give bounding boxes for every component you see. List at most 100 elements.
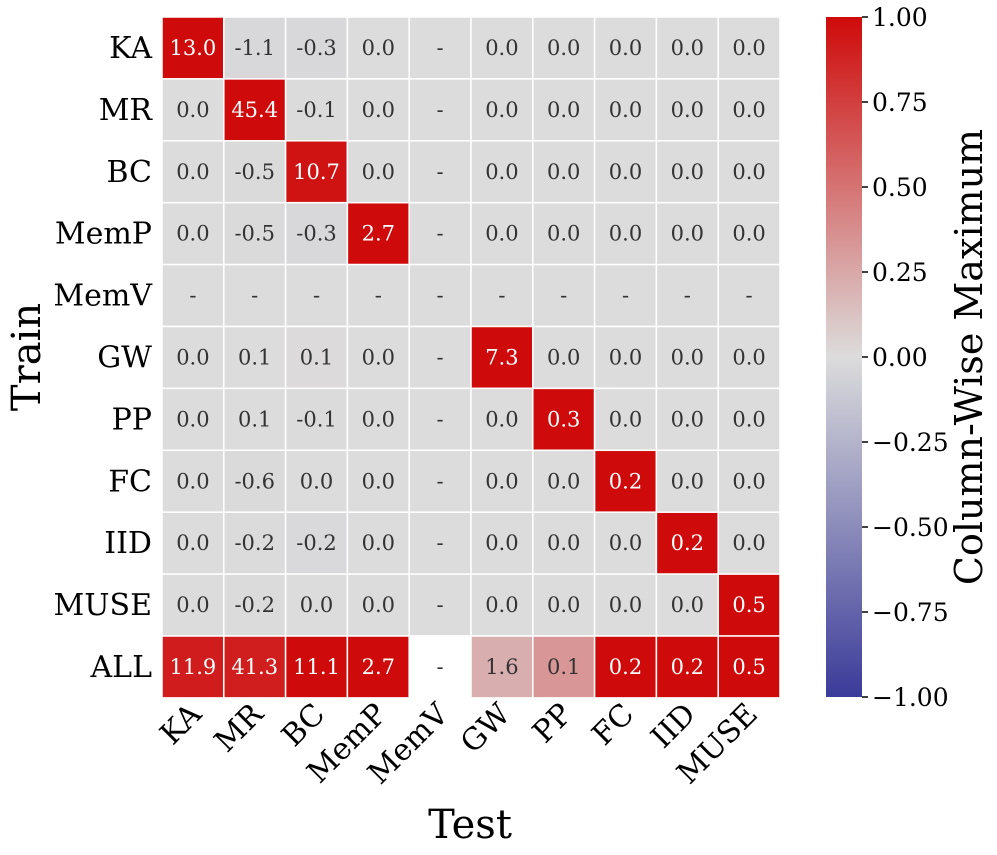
colorbar — [826, 17, 862, 697]
colorbar-ticks: 1.00 0.75 0.50 0.25 0.00 −0.25 −0.50 −0.75 −1.00 — [862, 3, 949, 712]
heatmap-cell — [717, 140, 781, 204]
cell-value-label: - — [437, 36, 444, 60]
heatmap-cell — [223, 263, 287, 328]
cell-value-label: 0.0 — [732, 345, 765, 369]
cell-value-label: 0.0 — [176, 160, 209, 184]
heatmap-cell — [593, 387, 658, 452]
cell-value-label: 0.0 — [671, 36, 704, 60]
colorbar-tick-label: 0.00 — [872, 343, 928, 372]
cell-value-label: - — [437, 407, 444, 431]
cell-value-label: - — [251, 284, 258, 308]
cell-value-label: 45.4 — [231, 98, 278, 122]
heatmap-cell — [284, 635, 349, 699]
heatmap-cell — [470, 449, 534, 513]
cell-value-label: - — [560, 284, 567, 308]
cell-value-label: 11.9 — [170, 655, 217, 679]
y-tick-label: MemP — [55, 217, 152, 252]
cell-value-label: -0.5 — [234, 160, 275, 184]
cell-value-label: - — [437, 593, 444, 617]
cell-value-label: - — [437, 531, 444, 555]
heatmap-cell — [161, 201, 225, 266]
cell-value-label: 41.3 — [231, 655, 278, 679]
cell-value-label: - — [375, 284, 382, 308]
cell-value-label: 0.0 — [485, 160, 518, 184]
heatmap-cell — [532, 449, 596, 513]
cell-value-label: 0.0 — [485, 98, 518, 122]
cell-value-label: 11.1 — [293, 655, 340, 679]
cell-value-label: 0.0 — [300, 469, 333, 493]
y-tick-label: IID — [104, 526, 152, 561]
heatmap-cell — [408, 263, 472, 328]
colorbar-tick-label: 0.25 — [872, 258, 928, 287]
heatmap-cell — [655, 449, 719, 513]
cell-value-label: 0.0 — [732, 222, 765, 246]
heatmap-cell — [223, 16, 287, 80]
cell-value-label: 0.5 — [732, 655, 765, 679]
cell-value-label: 0.0 — [176, 407, 209, 431]
heatmap-cell — [532, 573, 596, 637]
x-axis-label: Test — [428, 802, 512, 848]
heatmap-cell — [161, 325, 225, 390]
cell-value-label: 0.0 — [176, 469, 209, 493]
heatmap-cell — [346, 635, 410, 699]
heatmap-cell — [717, 635, 781, 699]
cell-value-label: 0.0 — [485, 36, 518, 60]
cell-value-label: 0.1 — [238, 345, 271, 369]
cell-value-label: -0.3 — [296, 36, 337, 60]
cell-value-label: - — [684, 284, 691, 308]
heatmap-cell — [284, 511, 349, 575]
heatmap-cell — [223, 140, 287, 204]
cell-value-label: 0.2 — [609, 655, 642, 679]
x-tick-label: PP — [526, 697, 579, 750]
heatmap-cell — [470, 263, 534, 328]
heatmap-cell — [161, 387, 225, 452]
x-tick-label: FC — [585, 697, 641, 753]
cell-value-label: 0.0 — [671, 407, 704, 431]
y-tick-label: ALL — [89, 650, 152, 685]
heatmap-cell — [593, 78, 658, 142]
heatmap-cell — [223, 78, 287, 142]
colorbar-tick-label: −0.50 — [872, 513, 949, 542]
cell-value-label: -0.2 — [234, 531, 275, 555]
cell-value-label: 10.7 — [293, 160, 340, 184]
cell-value-label: 0.0 — [671, 98, 704, 122]
heatmap-cell — [532, 140, 596, 204]
heatmap-cell — [655, 511, 719, 575]
heatmap-cell — [408, 449, 472, 513]
colorbar-label: Column-Wise Maximum — [947, 129, 991, 585]
heatmap-cell — [284, 263, 349, 328]
cell-value-label: 0.0 — [732, 160, 765, 184]
cell-value-label: - — [437, 469, 444, 493]
x-tick-label: MR — [208, 696, 271, 759]
cell-value-label: -0.1 — [296, 98, 337, 122]
heatmap-cell — [717, 201, 781, 266]
cell-value-label: 0.0 — [671, 469, 704, 493]
cell-value-label: 0.0 — [362, 531, 395, 555]
heatmap-cell — [470, 201, 534, 266]
heatmap-cell — [346, 387, 410, 452]
heatmap-cell — [408, 325, 472, 390]
heatmap-cell — [470, 325, 534, 390]
cell-value-label: 0.2 — [671, 531, 704, 555]
heatmap-cell — [717, 387, 781, 452]
heatmap-cells: 13.0 -1.1 -0.3 0.0-0.0 0.0 0.0 0.0 0.00.0 45.4 -0… — [161, 16, 781, 699]
y-tick-label: KA — [109, 31, 152, 66]
y-tick-label: BC — [106, 155, 152, 190]
colorbar-tick-label: −0.75 — [872, 598, 949, 627]
cell-value-label: -0.1 — [296, 407, 337, 431]
heatmap-cell — [223, 449, 287, 513]
y-tick-label: PP — [112, 402, 152, 437]
cell-value-label: 7.3 — [485, 345, 518, 369]
heatmap-cell — [593, 573, 658, 637]
cell-value-label: 0.0 — [547, 222, 580, 246]
cell-value-label: 0.0 — [732, 531, 765, 555]
heatmap-cell — [408, 635, 472, 699]
heatmap-cell — [470, 573, 534, 637]
cell-value-label: 0.3 — [547, 407, 580, 431]
heatmap-cell — [655, 325, 719, 390]
cell-value-label: 0.0 — [547, 531, 580, 555]
cell-value-label: 0.0 — [609, 36, 642, 60]
colorbar-tick-label: −0.25 — [872, 428, 949, 457]
cell-value-label: 0.0 — [362, 160, 395, 184]
